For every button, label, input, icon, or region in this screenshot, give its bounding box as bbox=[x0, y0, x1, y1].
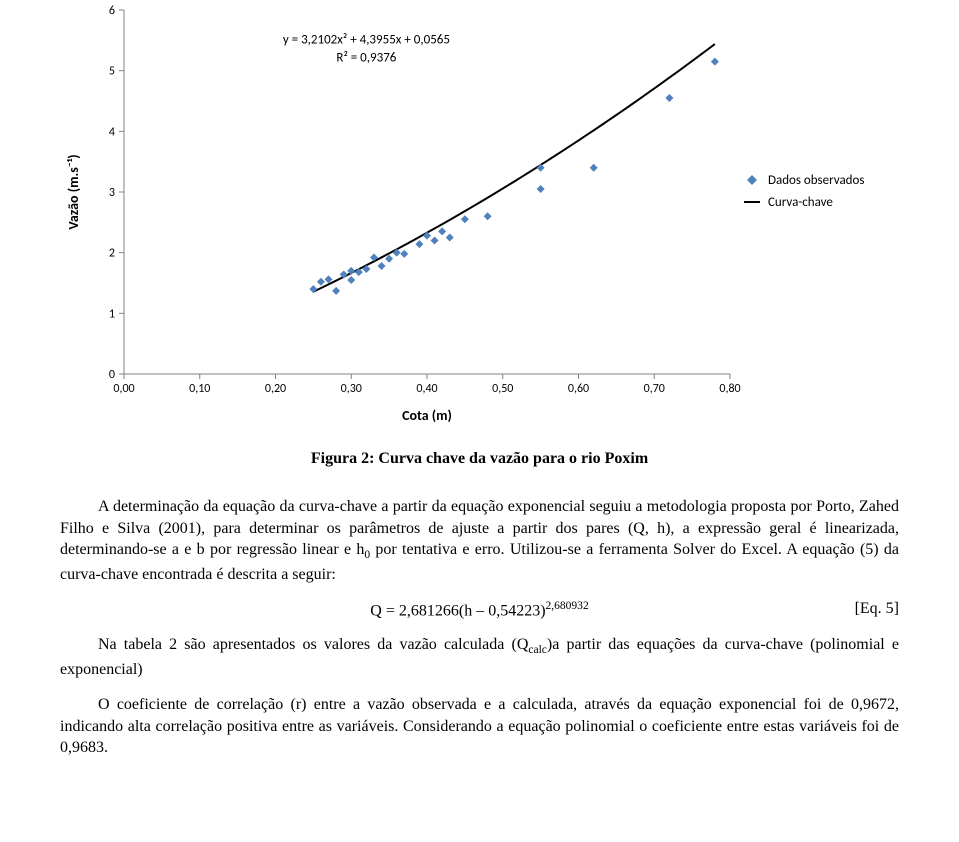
svg-text:0,80: 0,80 bbox=[719, 382, 740, 396]
svg-text:6: 6 bbox=[109, 4, 115, 18]
figure-caption: Figura 2: Curva chave da vazão para o ri… bbox=[60, 450, 899, 468]
svg-text:0,50: 0,50 bbox=[492, 382, 513, 396]
svg-text:0,70: 0,70 bbox=[644, 382, 665, 396]
svg-text:R² = 0,9376: R² = 0,9376 bbox=[336, 51, 396, 66]
chart-container: 0 1 2 3 4 5 6 0,00 0,10 0,20 0,30 0,40 0,50 0,60 0,70 0… bbox=[60, 0, 900, 430]
svg-text:0,40: 0,40 bbox=[416, 382, 437, 396]
svg-text:0,10: 0,10 bbox=[189, 382, 210, 396]
svg-text:0,00: 0,00 bbox=[113, 382, 134, 396]
svg-text:3: 3 bbox=[109, 186, 115, 200]
svg-text:2: 2 bbox=[109, 247, 115, 261]
svg-text:0,20: 0,20 bbox=[265, 382, 286, 396]
svg-text:Curva-chave: Curva-chave bbox=[768, 195, 833, 210]
svg-text:0: 0 bbox=[109, 368, 115, 382]
equation-exponent: 2,680932 bbox=[546, 600, 589, 612]
scatter-curve-chart: 0 1 2 3 4 5 6 0,00 0,10 0,20 0,30 0,40 0,50 0,60 0,70 0… bbox=[60, 0, 900, 430]
svg-text:0,30: 0,30 bbox=[341, 382, 362, 396]
equation-main: Q = 2,681266(h – 0,54223) bbox=[370, 602, 545, 619]
paragraph-1: A determinação da equação da curva-chave… bbox=[60, 496, 899, 586]
svg-text:5: 5 bbox=[109, 65, 115, 79]
page-root: 0 1 2 3 4 5 6 0,00 0,10 0,20 0,30 0,40 0,50 0,60 0,70 0… bbox=[0, 0, 959, 803]
para2-subscript: calc bbox=[528, 644, 547, 656]
svg-text:1: 1 bbox=[109, 307, 115, 321]
paragraph-2: Na tabela 2 são apresentados os valores … bbox=[60, 634, 899, 680]
equation-body: Q = 2,681266(h – 0,54223)2,680932 bbox=[370, 600, 588, 620]
svg-text:Vazão (m.s⁻¹): Vazão (m.s⁻¹) bbox=[65, 154, 82, 229]
paragraph-3: O coeficiente de correlação (r) entre a … bbox=[60, 694, 899, 759]
equation-5: Q = 2,681266(h – 0,54223)2,680932 [Eq. 5… bbox=[60, 600, 899, 620]
svg-text:y = 3,2102x² + 4,3955x + 0,056: y = 3,2102x² + 4,3955x + 0,0565 bbox=[283, 32, 450, 47]
svg-text:Cota (m): Cota (m) bbox=[402, 407, 452, 424]
svg-text:0,60: 0,60 bbox=[568, 382, 589, 396]
para2-part-a: Na tabela 2 são apresentados os valores … bbox=[98, 636, 528, 653]
body-text: A determinação da equação da curva-chave… bbox=[60, 496, 899, 759]
equation-tag: [Eq. 5] bbox=[855, 600, 899, 618]
svg-text:Dados observados: Dados observados bbox=[768, 173, 864, 188]
svg-text:4: 4 bbox=[109, 125, 115, 139]
